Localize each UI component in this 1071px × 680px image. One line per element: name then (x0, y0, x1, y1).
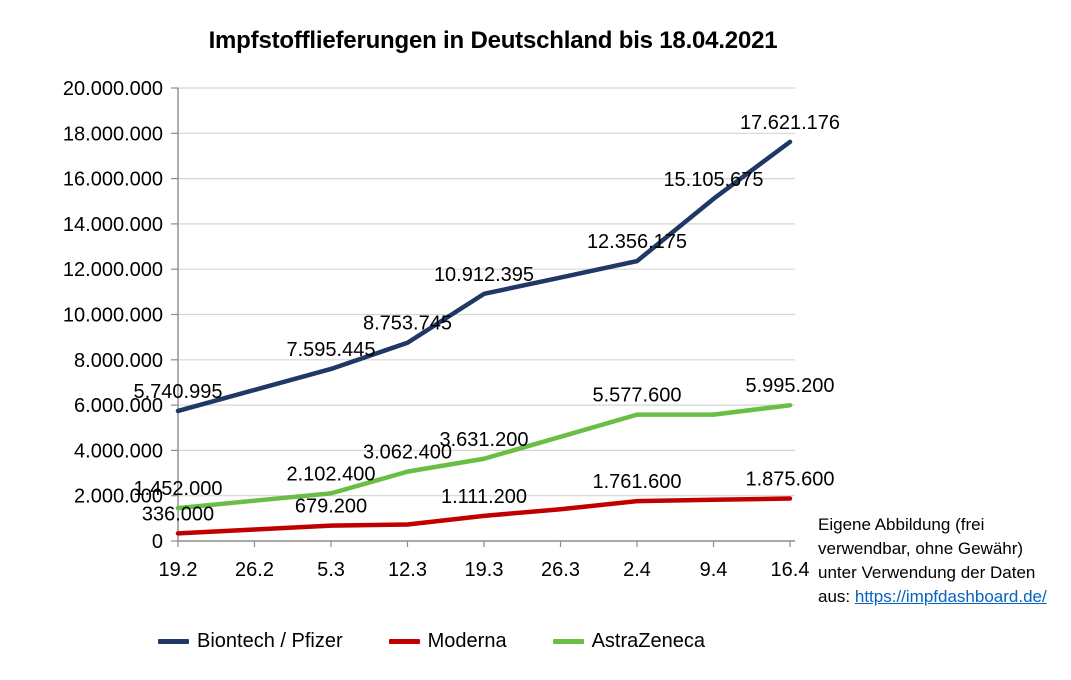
legend-item-moderna: Moderna (388, 630, 507, 653)
data-label: 1.761.600 (593, 471, 682, 493)
chart-title: Impfstofflieferungen in Deutschland bis … (208, 27, 778, 54)
legend-line-swatch-moderna (388, 639, 420, 644)
data-label: 1.452.000 (134, 478, 223, 500)
legend-line-swatch-astrazeneca (552, 639, 584, 644)
x-axis-tick-label: 26.2 (235, 559, 274, 581)
legend-label-astrazeneca: AstraZeneca (591, 630, 705, 652)
x-axis-tick-label: 12.3 (388, 559, 427, 581)
y-axis-tick-label: 18.000.000 (63, 123, 163, 145)
x-axis-tick-label: 16.4 (771, 559, 810, 581)
data-label: 7.595.445 (287, 339, 376, 361)
legend-item-biontech-pfizer: Biontech / Pfizer (158, 630, 343, 653)
legend: Biontech / Pfizer Moderna AstraZeneca (158, 630, 705, 653)
data-label: 5.577.600 (593, 385, 682, 407)
y-axis-tick-label: 10.000.000 (63, 305, 163, 327)
y-axis-tick-label: 16.000.000 (63, 169, 163, 191)
y-axis-tick-label: 20.000.000 (63, 78, 163, 100)
series-line-biontech-pfizer (175, 139, 793, 414)
x-axis-tick-label: 5.3 (317, 559, 345, 581)
data-label: 3.631.200 (440, 429, 529, 451)
data-label: 12.356.175 (587, 231, 687, 253)
y-axis-tick-label: 2.000.000 (74, 486, 163, 508)
data-label: 336.000 (142, 503, 214, 525)
data-label: 8.753.745 (363, 313, 452, 335)
x-axis-tick-label: 26.3 (541, 559, 580, 581)
y-axis-tick-label: 14.000.000 (63, 214, 163, 236)
y-axis-tick-label: 0 (152, 531, 163, 553)
data-label: 679.200 (295, 496, 367, 518)
data-label: 2.102.400 (287, 463, 376, 485)
series-line-astrazeneca (175, 402, 793, 511)
x-axis-tick-label: 2.4 (623, 559, 651, 581)
legend-item-astrazeneca: AstraZeneca (552, 630, 705, 653)
legend-line-swatch-biontech-pfizer (158, 639, 189, 644)
source-annotation: Eigene Abbildung (frei verwendbar, ohne … (818, 513, 1058, 610)
legend-label-biontech-pfizer: Biontech / Pfizer (197, 630, 343, 652)
annotation-line-1: Eigene Abbildung (frei (818, 515, 985, 534)
data-label: 5.995.200 (746, 375, 835, 397)
x-axis-tick-label: 9.4 (700, 559, 728, 581)
data-label: 10.912.395 (434, 264, 534, 286)
annotation-line-4: aus: (818, 587, 851, 607)
data-label: 17.621.176 (740, 112, 840, 134)
data-label: 1.111.200 (441, 486, 527, 508)
y-axis-tick-label: 6.000.000 (74, 395, 163, 417)
x-axis-tick-label: 19.3 (465, 559, 504, 581)
annotation-line-2: verwendbar, ohne Gewähr) (818, 539, 1024, 559)
series-line-moderna (175, 496, 793, 536)
data-label: 15.105.675 (663, 169, 763, 191)
legend-label-moderna: Moderna (427, 630, 507, 652)
x-axis-tick-label: 19.2 (159, 559, 198, 581)
data-label: 3.062.400 (363, 442, 452, 464)
source-link[interactable]: https://impfdashboard.de/ (854, 587, 1047, 607)
data-label: 5.740.995 (134, 381, 223, 403)
data-label: 1.875.600 (746, 469, 835, 491)
y-axis-tick-label: 8.000.000 (74, 350, 163, 372)
annotation-line-3: unter Verwendung der Daten (818, 563, 1036, 583)
y-axis-tick-label: 4.000.000 (74, 440, 163, 462)
vaccine-deliveries-line-chart: 0 2.000.000 4.000.000 6.000.000 8.000.000 10.… (63, 78, 840, 581)
y-axis-tick-label: 12.000.000 (63, 259, 163, 281)
